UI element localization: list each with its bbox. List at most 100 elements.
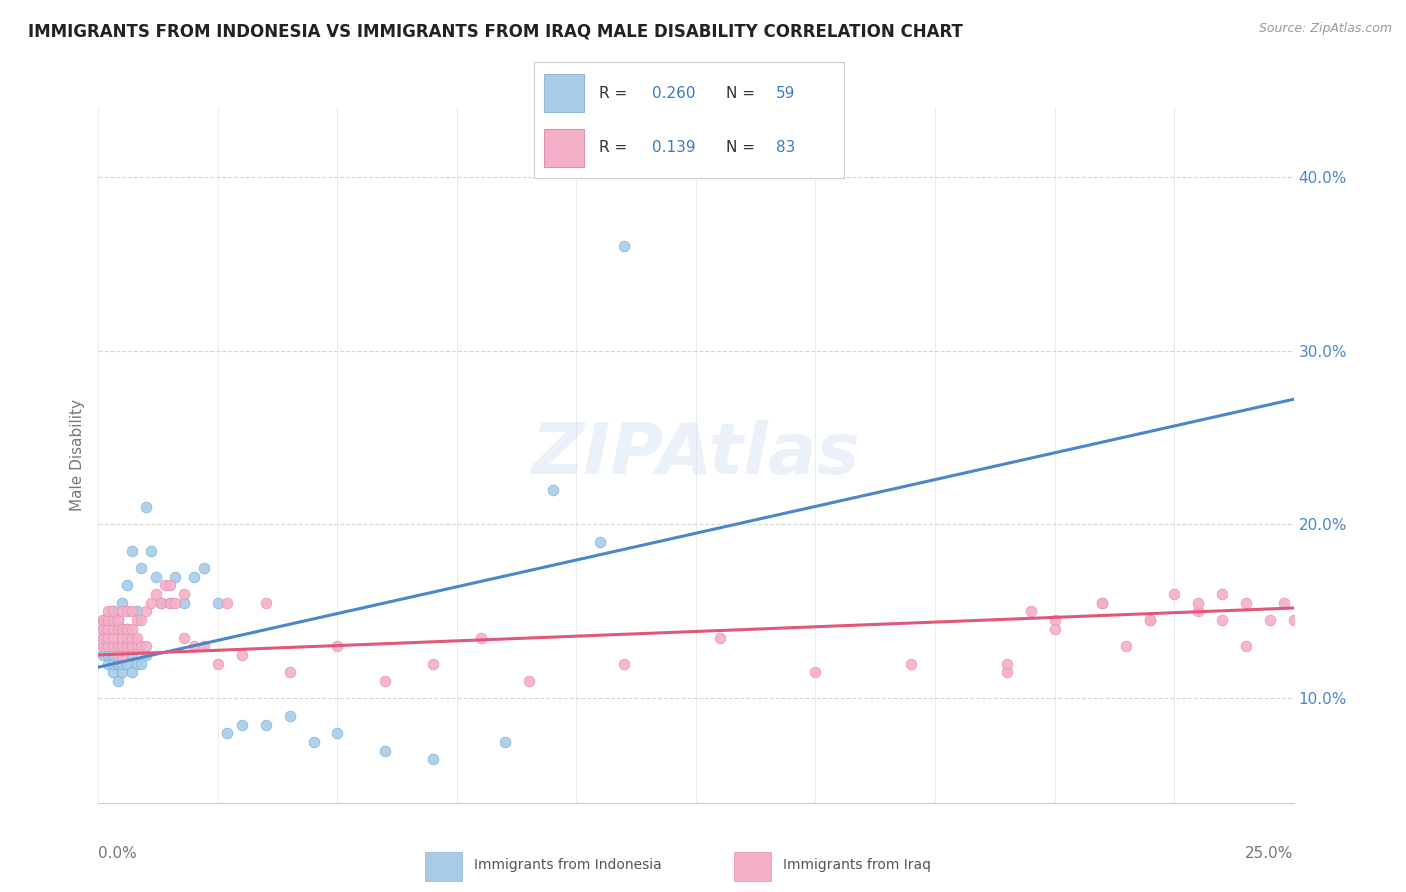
Point [613,657,636,671]
Point [107,674,129,689]
Point [1043,613,1066,627]
Point [97,605,120,619]
Point [470,631,492,645]
Point [101,605,124,619]
Point [97,648,120,662]
Point [139,543,162,558]
Point [125,605,148,619]
Point [217,596,239,610]
Text: R =: R = [599,139,633,154]
Point [131,561,153,575]
Point [207,657,229,671]
Point [422,752,444,766]
Text: 83: 83 [776,139,794,154]
Point [173,587,195,601]
Point [91,613,114,627]
Point [254,596,277,610]
Point [97,622,120,636]
Point [1234,639,1257,653]
Point [159,596,181,610]
Point [91,639,114,653]
Point [97,631,120,645]
Point [121,631,143,645]
Point [302,735,325,749]
Point [1139,613,1161,627]
Point [207,596,229,610]
FancyBboxPatch shape [425,852,461,881]
Point [900,657,922,671]
Point [111,648,134,662]
Point [149,596,172,610]
Point [101,613,124,627]
Point [101,622,124,636]
Point [159,596,181,610]
Point [135,500,157,514]
Point [254,717,277,731]
Point [163,596,186,610]
Point [145,587,167,601]
Point [91,631,114,645]
Point [91,648,114,662]
Point [115,578,138,592]
Point [111,631,134,645]
Point [121,622,143,636]
Point [107,613,129,627]
Point [159,578,181,592]
Point [1258,613,1281,627]
Text: Immigrants from Indonesia: Immigrants from Indonesia [474,858,662,872]
Point [111,657,134,671]
Point [135,605,157,619]
Point [1282,613,1305,627]
Point [97,622,120,636]
Point [231,648,253,662]
Point [145,570,167,584]
Point [1211,613,1233,627]
Point [995,657,1018,671]
Point [121,665,143,680]
Text: N =: N = [725,86,759,101]
Point [107,613,129,627]
Point [494,735,516,749]
Point [173,631,195,645]
Text: ZIPAtlas: ZIPAtlas [531,420,860,490]
Point [101,605,124,619]
Point [613,239,636,253]
Point [111,596,134,610]
Point [1091,596,1114,610]
Point [97,613,120,627]
Point [589,534,612,549]
Point [91,622,114,636]
Point [125,657,148,671]
Point [111,639,134,653]
Point [115,622,138,636]
Point [1234,596,1257,610]
Point [111,622,134,636]
Y-axis label: Male Disability: Male Disability [70,399,86,511]
Point [139,596,162,610]
Point [91,639,114,653]
Text: 0.0%: 0.0% [98,847,138,862]
Point [101,639,124,653]
Point [131,639,153,653]
Point [1043,622,1066,636]
Text: N =: N = [725,139,759,154]
Point [155,578,177,592]
Point [193,561,215,575]
Point [101,665,124,680]
Text: IMMIGRANTS FROM INDONESIA VS IMMIGRANTS FROM IRAQ MALE DISABILITY CORRELATION CH: IMMIGRANTS FROM INDONESIA VS IMMIGRANTS … [28,22,963,40]
Point [111,605,134,619]
Point [163,570,186,584]
Text: 0.139: 0.139 [652,139,696,154]
Point [121,639,143,653]
Point [1187,605,1209,619]
Point [115,622,138,636]
Point [115,605,138,619]
Point [135,639,157,653]
Point [1115,639,1137,653]
Point [541,483,564,497]
Point [278,665,301,680]
Point [121,543,143,558]
Point [115,639,138,653]
Point [217,726,239,740]
Point [173,596,195,610]
